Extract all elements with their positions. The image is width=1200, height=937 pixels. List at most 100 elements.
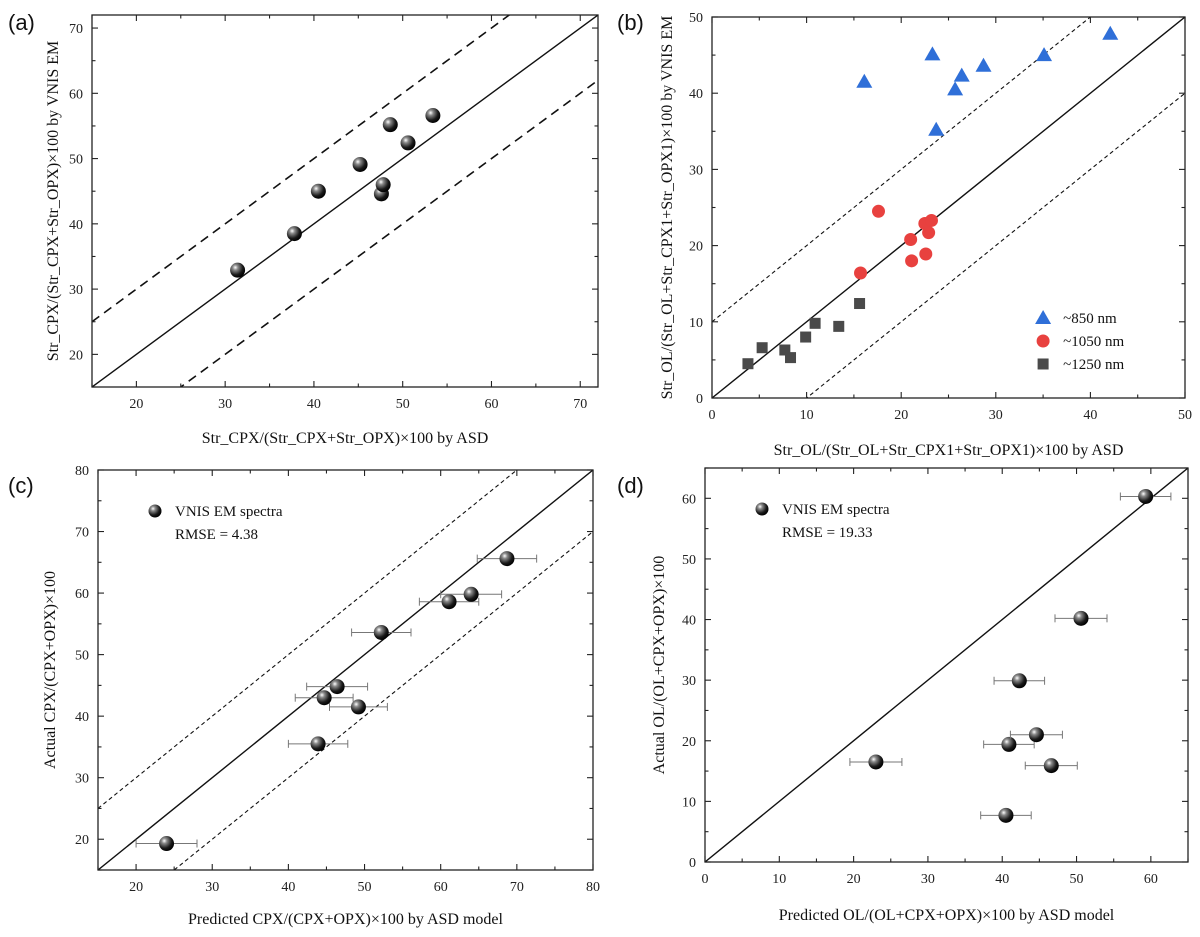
y-tick-label: 30 bbox=[689, 163, 703, 178]
y-tick-label: 60 bbox=[682, 492, 696, 507]
y-tick-label: 30 bbox=[69, 283, 83, 298]
y-tick-label: 60 bbox=[69, 87, 83, 102]
x-tick-label: 40 bbox=[1083, 408, 1097, 423]
data-point bbox=[868, 754, 884, 770]
x-tick-label: 50 bbox=[1178, 408, 1192, 423]
one-to-one-line bbox=[705, 468, 1188, 862]
legend-rmse: RMSE = 19.33 bbox=[782, 525, 873, 541]
legend-label: ~1250 nm bbox=[1063, 357, 1124, 373]
y-tick-label: 20 bbox=[682, 735, 696, 750]
y-tick-label: 20 bbox=[75, 833, 89, 848]
x-tick-label: 0 bbox=[702, 872, 709, 887]
data-point bbox=[329, 679, 345, 695]
x-tick-label: 30 bbox=[205, 880, 219, 895]
y-axis-title: Actual OL/(OL+CPX+OPX)×100 bbox=[651, 556, 668, 775]
upper-bound-line bbox=[92, 15, 511, 323]
y-tick-label: 50 bbox=[689, 11, 703, 26]
data-point-square bbox=[785, 352, 797, 364]
data-point-circle bbox=[922, 226, 936, 240]
one-to-one-line bbox=[712, 17, 1185, 398]
panel-2: 0 10 20 30 40 50 0 10 20 30 40 50 Str_OL/(Str_OL+Str… bbox=[617, 10, 1192, 459]
data-point bbox=[1138, 488, 1154, 504]
x-axis-title: Str_OL/(Str_OL+Str_CPX1+Str_OPX1)×100 by… bbox=[774, 442, 1124, 459]
data-point-triangle bbox=[953, 67, 970, 82]
y-tick-label: 30 bbox=[682, 674, 696, 689]
legend-label: VNIS EM spectra bbox=[175, 504, 283, 520]
x-axis-title: Predicted OL/(OL+CPX+OPX)×100 by ASD mod… bbox=[779, 907, 1115, 924]
data-point-triangle bbox=[1102, 25, 1119, 40]
legend-marker-square bbox=[1037, 358, 1049, 370]
data-point bbox=[310, 183, 326, 199]
one-to-one-line bbox=[92, 15, 598, 387]
y-tick-label: 50 bbox=[69, 153, 83, 168]
data-point-circle bbox=[905, 254, 919, 268]
y-tick-label: 70 bbox=[75, 526, 89, 541]
x-axis-title: Predicted CPX/(CPX+OPX)×100 by ASD model bbox=[188, 911, 504, 928]
y-tick-label: 40 bbox=[75, 710, 89, 725]
data-point-circle bbox=[904, 233, 918, 247]
panel-label: (a) bbox=[8, 10, 35, 35]
data-point bbox=[373, 624, 389, 640]
panel-label: (d) bbox=[617, 473, 644, 498]
x-tick-label: 50 bbox=[396, 397, 410, 412]
y-axis-title: Actual CPX/(CPX+OPX)×100 bbox=[42, 571, 59, 769]
data-point-circle bbox=[924, 213, 938, 227]
x-tick-label: 20 bbox=[847, 872, 861, 887]
x-tick-label: 50 bbox=[1070, 872, 1084, 887]
x-tick-label: 20 bbox=[894, 408, 908, 423]
x-tick-label: 10 bbox=[772, 872, 786, 887]
data-point bbox=[441, 594, 457, 610]
y-tick-label: 20 bbox=[69, 348, 83, 363]
data-point bbox=[375, 177, 391, 193]
data-point-triangle bbox=[924, 46, 941, 61]
x-tick-label: 70 bbox=[573, 397, 587, 412]
panel-1: 20 30 40 50 60 70 20 30 40 50 60 70 Str_CPX/(Str_CPX… bbox=[8, 10, 599, 447]
y-tick-label: 50 bbox=[75, 649, 89, 664]
x-tick-label: 40 bbox=[281, 880, 295, 895]
y-tick-label: 30 bbox=[75, 772, 89, 787]
data-point-circle bbox=[854, 266, 868, 280]
data-point bbox=[1073, 610, 1089, 626]
legend-label: ~1050 nm bbox=[1063, 334, 1124, 350]
data-point bbox=[463, 586, 479, 602]
panel-4: 0 10 20 30 40 50 60 0 10 20 30 40 50 60 Predicted OL/(… bbox=[617, 467, 1189, 924]
y-tick-label: 10 bbox=[689, 316, 703, 331]
x-tick-label: 40 bbox=[307, 397, 321, 412]
upper-bound-line bbox=[712, 17, 1092, 323]
y-tick-label: 50 bbox=[682, 553, 696, 568]
y-axis-title: Str_OL/(Str_OL+Str_CPX1+Str_OPX1)×100 by… bbox=[659, 16, 676, 400]
x-tick-label: 20 bbox=[129, 880, 143, 895]
y-axis-title: Str_CPX/(Str_CPX+Str_OPX)×100 by VNIS EM bbox=[45, 41, 62, 361]
data-point bbox=[1001, 736, 1017, 752]
data-point-square bbox=[742, 358, 754, 370]
data-point-triangle bbox=[856, 73, 873, 88]
data-point-square bbox=[833, 320, 845, 332]
x-tick-label: 20 bbox=[129, 397, 143, 412]
y-tick-label: 80 bbox=[75, 464, 89, 479]
x-tick-label: 80 bbox=[586, 880, 600, 895]
x-tick-label: 50 bbox=[358, 880, 372, 895]
legend-rmse: RMSE = 4.38 bbox=[175, 527, 258, 543]
data-point-square bbox=[809, 317, 821, 329]
lower-bound-line bbox=[173, 531, 593, 870]
x-tick-label: 30 bbox=[921, 872, 935, 887]
y-tick-label: 10 bbox=[682, 795, 696, 810]
lower-bound-line bbox=[805, 92, 1185, 398]
data-point bbox=[352, 156, 368, 172]
data-point bbox=[400, 135, 416, 151]
panel-3: 20 30 40 50 60 70 80 20 30 40 50 60 70 80 Predicted CP… bbox=[8, 464, 600, 928]
data-point bbox=[350, 699, 366, 715]
legend-label: VNIS EM spectra bbox=[782, 502, 890, 518]
panel-label: (b) bbox=[617, 10, 644, 35]
y-tick-label: 40 bbox=[682, 614, 696, 629]
x-tick-label: 10 bbox=[800, 408, 814, 423]
x-tick-label: 70 bbox=[510, 880, 524, 895]
x-tick-label: 60 bbox=[1144, 872, 1158, 887]
data-point-triangle bbox=[1036, 47, 1053, 62]
x-tick-label: 30 bbox=[218, 397, 232, 412]
x-axis-title: Str_CPX/(Str_CPX+Str_OPX)×100 by ASD bbox=[202, 430, 489, 447]
data-point bbox=[998, 807, 1014, 823]
data-point bbox=[1028, 727, 1044, 743]
data-point-circle bbox=[919, 247, 933, 261]
